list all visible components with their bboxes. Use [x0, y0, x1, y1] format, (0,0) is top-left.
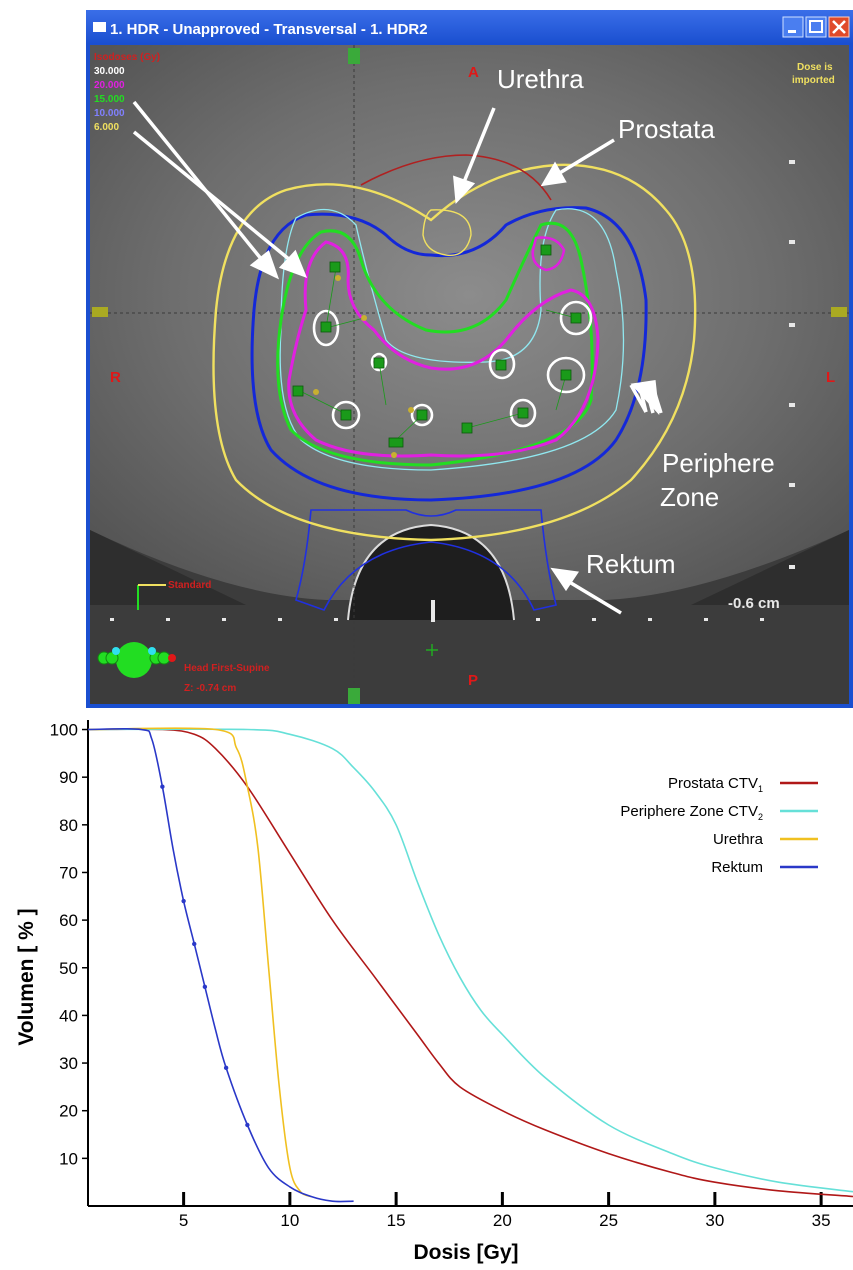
annotation-arrows: [132, 100, 663, 615]
y-tick-label: 30: [59, 1054, 78, 1073]
y-tick-label: 90: [59, 768, 78, 787]
y-tick-label: 50: [59, 959, 78, 978]
x-tick-label: 10: [280, 1211, 299, 1230]
y-tick-label: 40: [59, 1006, 78, 1025]
catheter-lines: [297, 267, 577, 441]
dose-status-line2: imported: [792, 75, 835, 86]
dvh-series-line-1: [87, 728, 853, 1193]
standard-label: Standard: [168, 580, 211, 591]
patient-orientation-icon: [97, 642, 176, 678]
rektum-point: [202, 984, 208, 990]
dvh-curves: [87, 727, 853, 1203]
label-prostata: Prostata: [618, 114, 715, 144]
isodose-legend-10: 10.000: [94, 108, 125, 119]
dvh-chart: 10 20 30 40 50 60 70 80 90 100 5 10 15 20 25 30 35 Pros…: [0, 712, 853, 1270]
frame-marker-top: [348, 48, 360, 64]
maximize-icon: [809, 20, 823, 33]
window-title: 1. HDR - Unapproved - Transversal - 1. H…: [110, 21, 428, 38]
x-axis-label: Dosis [Gy]: [413, 1241, 518, 1264]
minimize-icon: [788, 30, 796, 33]
y-tick-label: 80: [59, 816, 78, 835]
y-tick-label: 70: [59, 863, 78, 882]
patient-z-label: Z: -0.74 cm: [184, 683, 236, 694]
x-tick-label: 15: [387, 1211, 406, 1230]
label-rektum: Rektum: [586, 549, 676, 579]
legend-label-2: Urethra: [713, 831, 764, 848]
label-zone: Zone: [660, 482, 719, 512]
label-urethra: Urethra: [497, 64, 584, 94]
orientation-posterior: P: [468, 672, 478, 689]
prostata-contour: [360, 154, 552, 201]
isodose-legend-6: 6.000: [94, 122, 119, 133]
isodose-legend-20: 20.000: [94, 80, 125, 91]
window-app-icon: [93, 22, 106, 32]
frame-marker-left: [92, 307, 108, 317]
rektum-point: [192, 941, 197, 947]
dvh-series-line-2: [87, 727, 312, 1198]
x-tick-label: 20: [493, 1211, 512, 1230]
x-axis-ticks: 5 10 15 20 25 30 35: [179, 1192, 831, 1230]
minimize-button[interactable]: [782, 16, 804, 38]
reference-points: [313, 275, 414, 458]
scale-label: -0.6 cm: [728, 595, 780, 612]
tps-viewer-window: 1. HDR - Unapproved - Transversal - 1. H…: [86, 10, 853, 708]
rektum-point: [181, 898, 186, 904]
y-axis-label: Volumen [ % ]: [15, 908, 38, 1045]
isodose-legend-30: 30.000: [94, 66, 125, 77]
isodose-10-contour: [250, 206, 648, 502]
rektum-contour: [295, 509, 557, 611]
x-tick-label: 25: [599, 1211, 618, 1230]
ultrasound-probe-arc: [347, 523, 515, 621]
x-tick-label: 5: [179, 1211, 188, 1230]
close-icon: [832, 20, 846, 34]
isodose-30-contours: [312, 300, 593, 430]
rektum-point: [223, 1065, 229, 1071]
isodose-legend-title: Isodoses (Gy): [94, 52, 160, 63]
title-bar: [86, 10, 853, 44]
chart-legend: Prostata CTV1 Periphere Zone CTV2 Urethra R…: [620, 775, 818, 876]
isodose-20-island: [531, 236, 566, 272]
maximize-button[interactable]: [805, 16, 827, 38]
close-button[interactable]: [828, 16, 850, 38]
urethra-contour: [422, 209, 472, 257]
dvh-series-line-0: [87, 728, 853, 1198]
label-periphere: Periphere: [662, 448, 775, 478]
target-crosshair-icon: [426, 644, 438, 656]
chart-background: [0, 712, 853, 1270]
depth-scale-ticks: [110, 160, 795, 622]
x-tick-label: 35: [812, 1211, 831, 1230]
isodose-20-contour: [287, 240, 600, 458]
isodose-6-contour: [212, 163, 697, 542]
rektum-point: [160, 784, 165, 789]
dose-status-line1: Dose is: [797, 62, 833, 73]
catheter-markers: [292, 244, 582, 448]
orientation-left: L: [826, 369, 835, 386]
frame-marker-bottom: [348, 688, 360, 704]
legend-label-1: Periphere Zone CTV2: [620, 803, 763, 822]
isodose-legend-15: 15.000: [94, 94, 125, 105]
y-tick-label: 60: [59, 911, 78, 930]
dvh-series-line-3: [87, 727, 354, 1203]
y-tick-label: 20: [59, 1102, 78, 1121]
frame-marker-right: [831, 307, 847, 317]
rektum-point: [245, 1122, 250, 1128]
legend-label-3: Rektum: [711, 859, 763, 876]
y-axis-ticks: 10 20 30 40 50 60 70 80 90 100: [50, 721, 88, 1168]
orientation-anterior: A: [468, 64, 479, 81]
y-tick-label: 10: [59, 1149, 78, 1168]
y-tick-label: 100: [50, 721, 78, 740]
ultrasound-image: [90, 45, 849, 600]
orientation-right: R: [110, 369, 121, 386]
patient-position-label: Head First-Supine: [184, 663, 270, 674]
legend-label-0: Prostata CTV1: [668, 775, 763, 794]
x-tick-label: 30: [705, 1211, 724, 1230]
